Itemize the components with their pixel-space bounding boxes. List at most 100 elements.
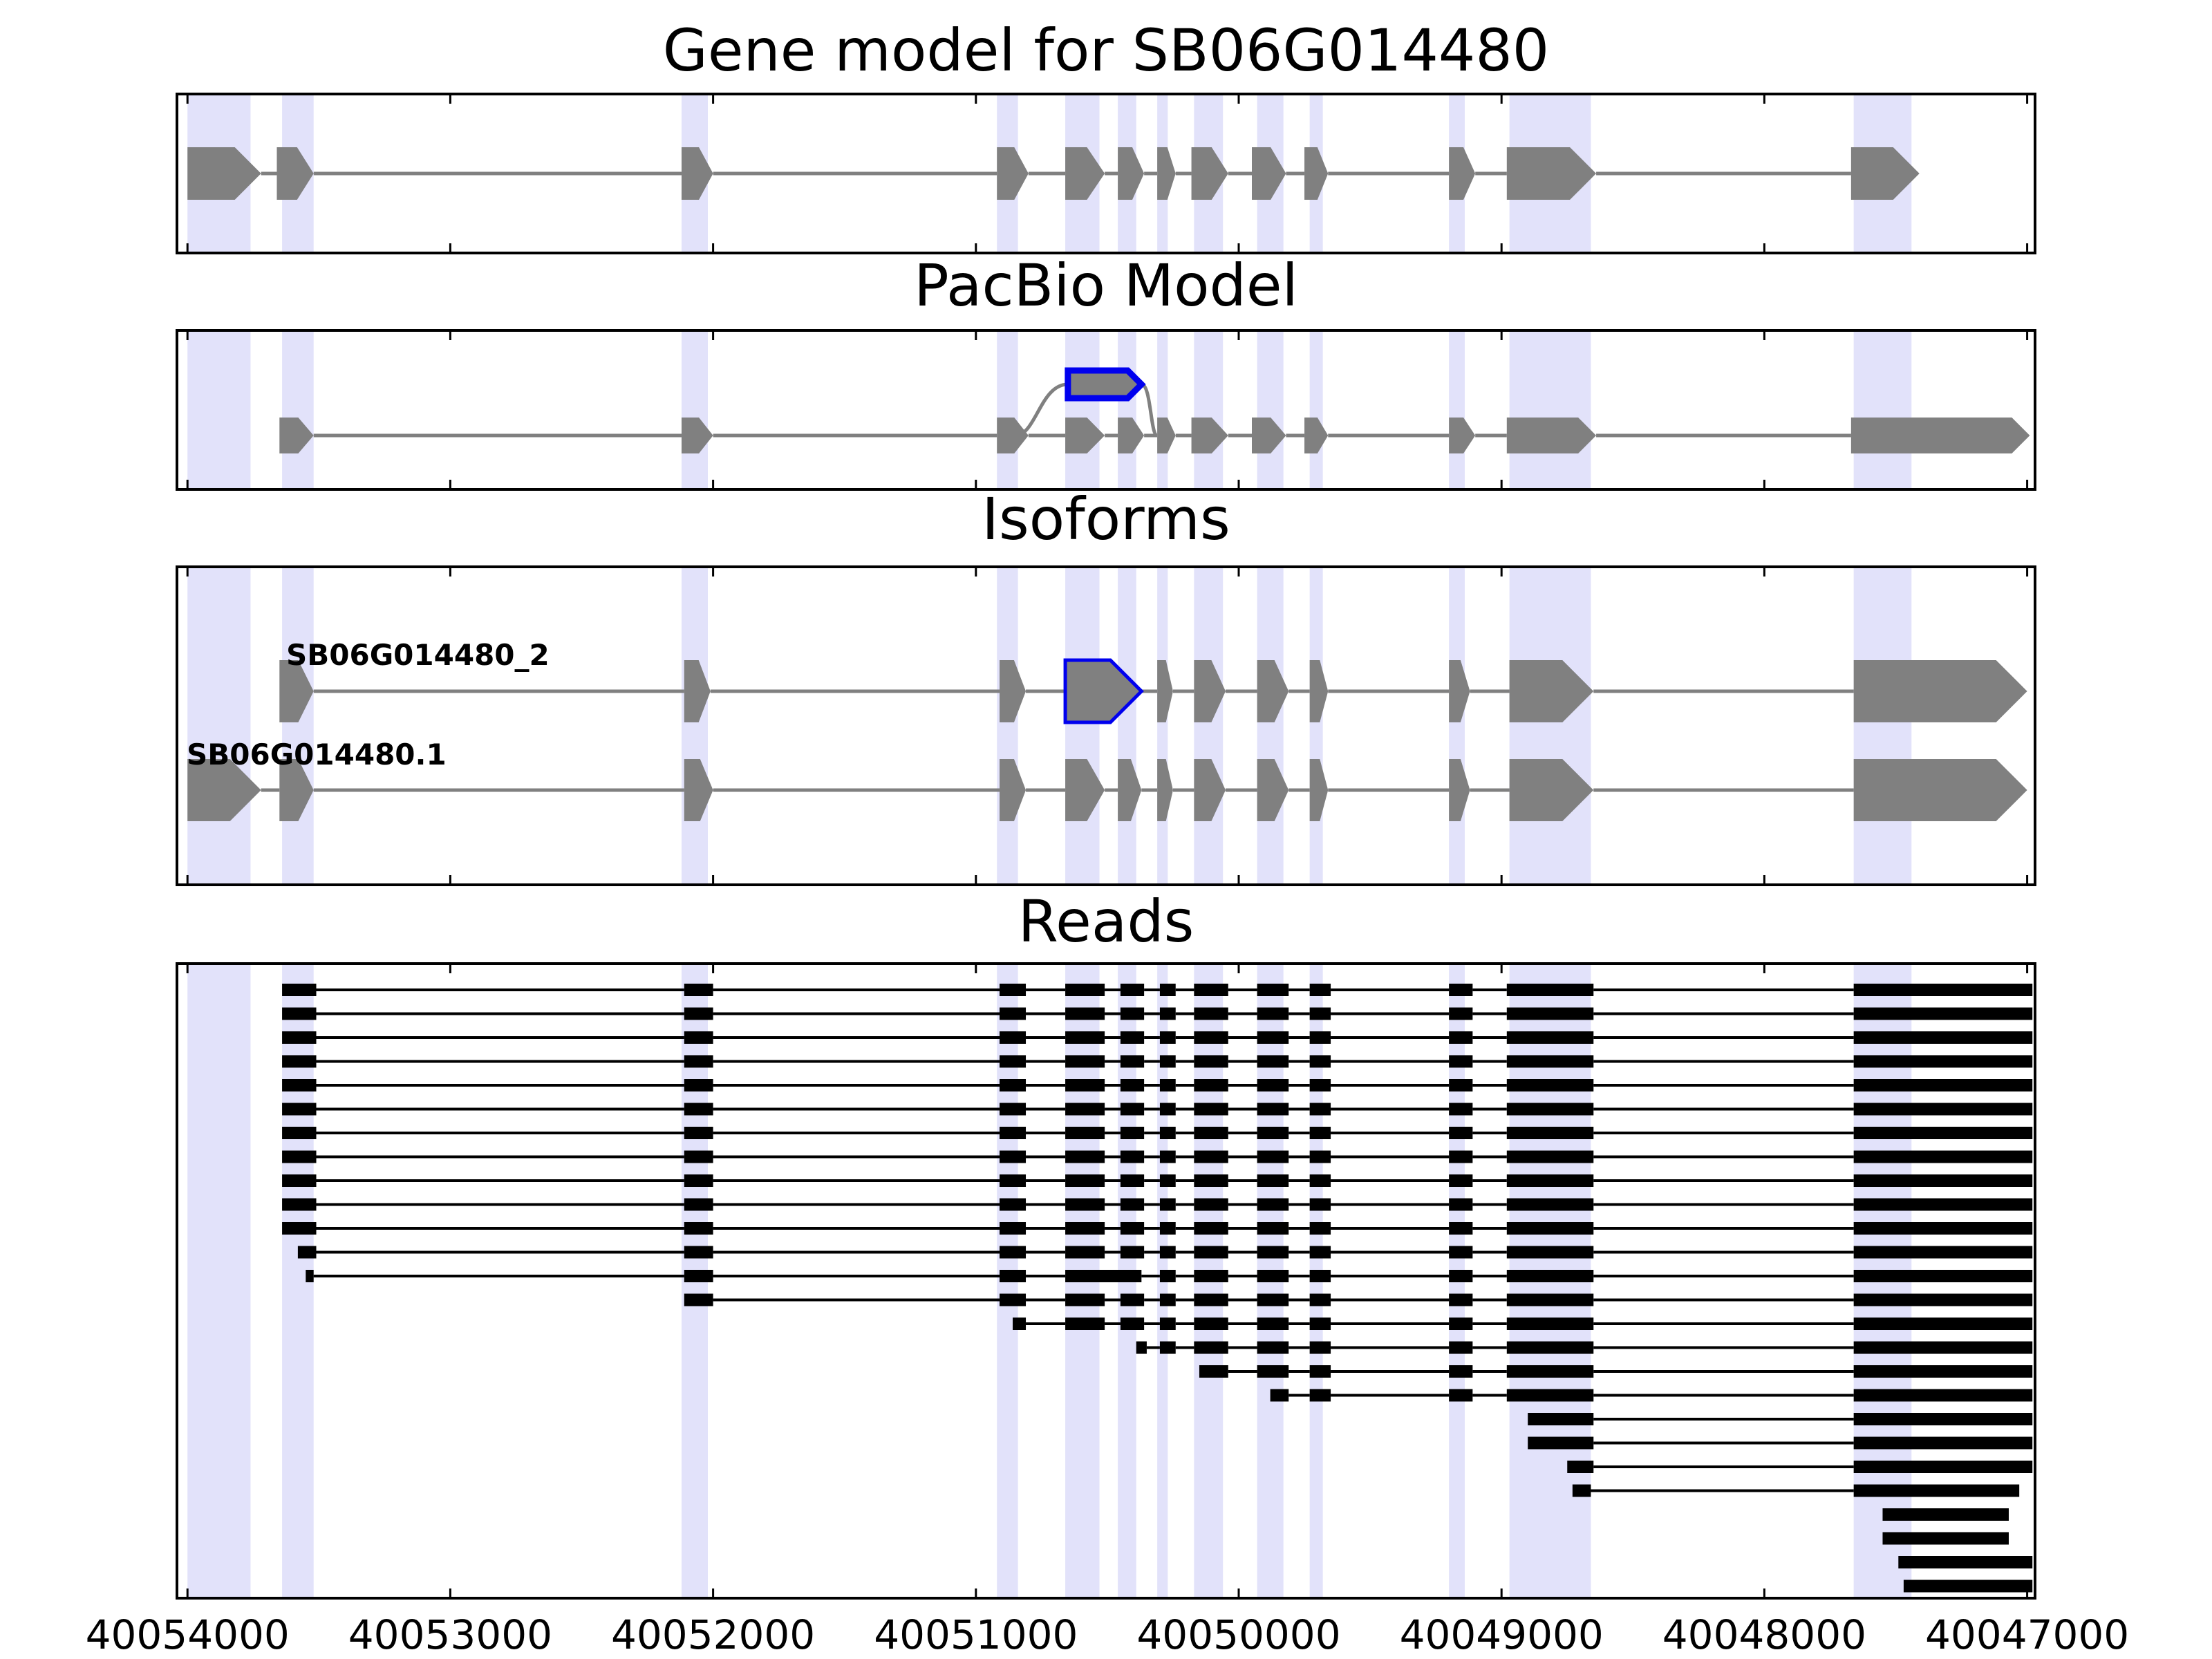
read-exon [1506, 1079, 1594, 1091]
read-exon [1528, 1436, 1594, 1450]
x-tick-label: 40052000 [611, 1611, 815, 1658]
pacbio-model-panel [176, 329, 2036, 491]
read-exon [1257, 1222, 1289, 1235]
read-exon [1065, 1174, 1105, 1187]
exon [1449, 660, 1470, 722]
read-exon [1506, 1055, 1594, 1068]
read-exon [297, 1246, 317, 1259]
x-ticks [186, 94, 2029, 253]
read-exon [1506, 1103, 1594, 1116]
read-exon [1449, 1389, 1473, 1402]
read-exon [1506, 1365, 1594, 1378]
read-exon [1194, 1055, 1228, 1068]
read-exon [1120, 1246, 1145, 1259]
read-row [282, 1055, 2033, 1068]
read-exon [1120, 1222, 1145, 1235]
x-tick-label: 40054000 [86, 1611, 290, 1658]
read-exon [282, 1007, 317, 1020]
exon [1157, 418, 1176, 453]
exon [1309, 759, 1329, 821]
read-row [282, 1079, 2033, 1091]
read-row [282, 1007, 2033, 1020]
exon [1157, 660, 1173, 722]
read-exon [1309, 1222, 1331, 1235]
exon [276, 147, 314, 200]
read-exon [1000, 1103, 1027, 1116]
read-exon [1309, 1007, 1331, 1020]
read-exon [1309, 1079, 1331, 1091]
read-row [1270, 1389, 2033, 1402]
exon [681, 418, 713, 453]
read-exon [1449, 1055, 1473, 1068]
read-exon [1853, 984, 2033, 996]
read-exon [1309, 1150, 1331, 1163]
read-exon [282, 984, 317, 996]
read-exon [1309, 1318, 1331, 1330]
read-exon [1065, 1079, 1105, 1091]
exon [1252, 147, 1286, 200]
read-exon [1194, 1293, 1228, 1306]
read-exon [1194, 1103, 1228, 1116]
read-exon [1506, 1389, 1594, 1402]
read-exon [1309, 1198, 1331, 1211]
read-exon [1159, 1055, 1176, 1068]
exon [1194, 759, 1226, 821]
pacbio-model-tracks [279, 367, 2030, 453]
isoform-label: SB06G014480.1 [187, 738, 447, 771]
exon [684, 759, 713, 821]
x-tick-label: 40049000 [1400, 1611, 1604, 1658]
exon-band [1309, 567, 1323, 885]
read-exon [1449, 1318, 1473, 1330]
read-exon [1506, 1150, 1594, 1163]
read-exon [1065, 1055, 1105, 1068]
read-exon [1257, 1103, 1289, 1116]
read-exon [1506, 1246, 1594, 1259]
read-row [1882, 1532, 2009, 1545]
read-exon [1159, 1103, 1176, 1116]
read-exon [1882, 1508, 2009, 1521]
exon [1257, 660, 1289, 722]
read-exon [1506, 1222, 1594, 1235]
read-exon [1853, 1365, 2033, 1378]
read-exon [1853, 1341, 2033, 1354]
pacbio-model-panel-frame [177, 330, 2035, 489]
exon-band [1194, 330, 1224, 489]
read-exon [1853, 1031, 2033, 1044]
read-exon [1159, 1293, 1176, 1306]
read-exon [1309, 1246, 1331, 1259]
read-exon [1309, 1341, 1331, 1354]
read-exon [1159, 1150, 1176, 1163]
read-row [282, 1127, 2033, 1139]
read-row [282, 1103, 2033, 1116]
read-exon [1065, 1103, 1105, 1116]
read-exon [1449, 1222, 1473, 1235]
read-exon [1853, 1007, 2033, 1020]
read-exon [684, 984, 713, 996]
read-row [1882, 1508, 2009, 1521]
read-exon [1853, 1461, 2033, 1473]
read-exon [1194, 984, 1228, 996]
read-exon [1194, 1318, 1228, 1330]
read-exon [1449, 1270, 1473, 1282]
exon-band [1509, 567, 1591, 885]
read-exon [1257, 1318, 1289, 1330]
read-exon [1853, 1484, 2020, 1497]
read-exon [1449, 1198, 1473, 1211]
read-exon [1065, 1270, 1142, 1282]
read-exon [1903, 1580, 2033, 1593]
read-exon [684, 1127, 713, 1139]
read-exon [1257, 1246, 1289, 1259]
exon-band [1853, 567, 1912, 885]
read-exon [1309, 984, 1331, 996]
exon-band [1065, 330, 1100, 489]
exon [1194, 660, 1226, 722]
read-exon [684, 1174, 713, 1187]
read-exon [1194, 1222, 1228, 1235]
exon-band [1449, 567, 1465, 885]
read-exon [1065, 1293, 1105, 1306]
read-exon [1506, 984, 1594, 996]
read-exon [1309, 1103, 1331, 1116]
x-tick-label: 40051000 [874, 1611, 1078, 1658]
exon [1853, 759, 2027, 821]
read-exon [282, 1174, 317, 1187]
